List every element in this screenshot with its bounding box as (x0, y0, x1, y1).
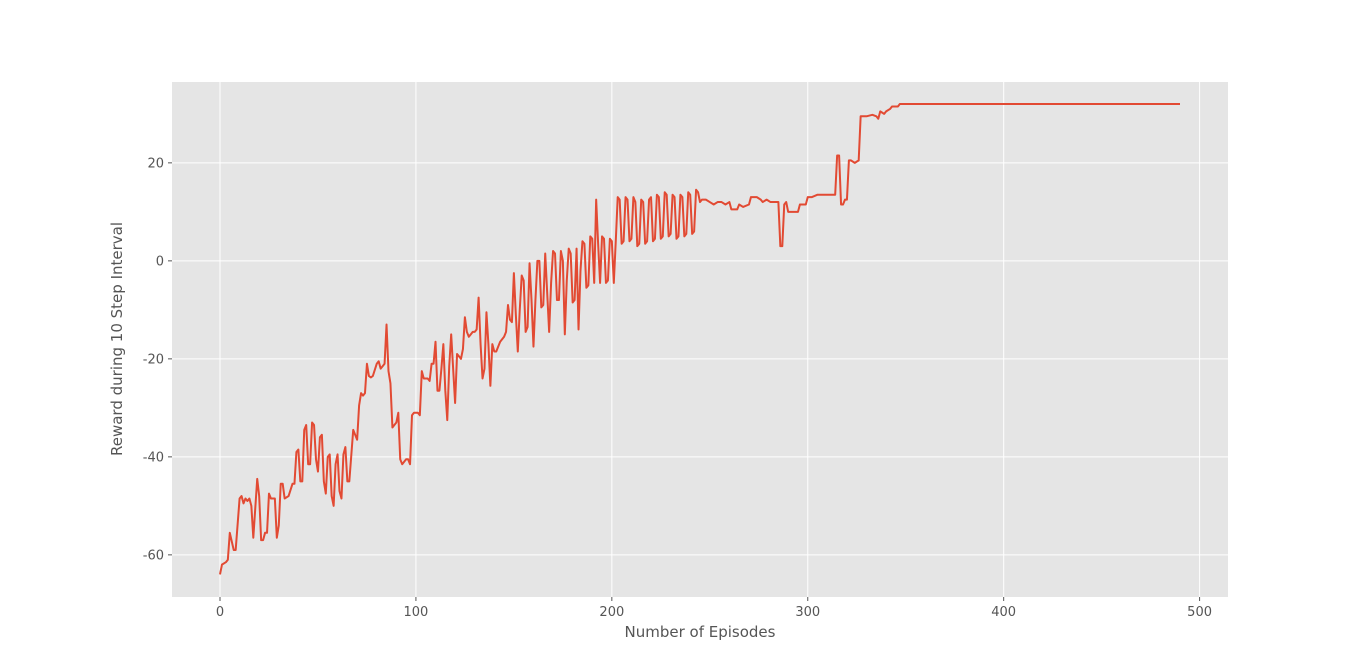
y-tick-label: 20 (147, 156, 164, 171)
x-tick-label: 500 (1187, 605, 1212, 620)
x-tick-label: 300 (795, 605, 820, 620)
plot-area (172, 82, 1228, 597)
x-tick-label: 0 (216, 605, 224, 620)
x-tick-label: 200 (599, 605, 624, 620)
y-tick-label: -40 (143, 450, 164, 465)
y-tick-label: -60 (143, 548, 164, 563)
x-axis-label: Number of Episodes (625, 623, 776, 641)
x-tick-label: 100 (404, 605, 429, 620)
data-line (219, 103, 1180, 575)
y-axis-label: Reward during 10 Step Interval (108, 222, 126, 456)
x-tick-label: 400 (991, 605, 1016, 620)
y-tick-label: 0 (156, 254, 164, 269)
y-tick-label: -20 (143, 352, 164, 367)
